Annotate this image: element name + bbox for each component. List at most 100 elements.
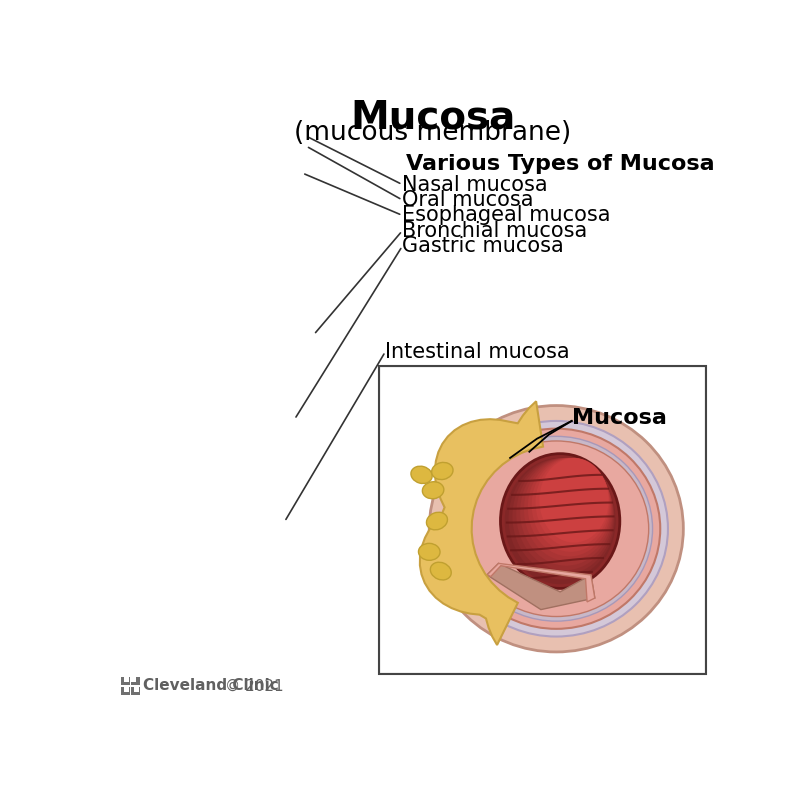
Ellipse shape bbox=[246, 522, 289, 545]
Ellipse shape bbox=[240, 491, 295, 524]
Polygon shape bbox=[274, 338, 296, 352]
FancyBboxPatch shape bbox=[258, 333, 272, 342]
Ellipse shape bbox=[452, 429, 660, 629]
Ellipse shape bbox=[235, 90, 287, 133]
Ellipse shape bbox=[445, 421, 668, 637]
Polygon shape bbox=[167, 142, 349, 558]
Polygon shape bbox=[209, 346, 226, 358]
Polygon shape bbox=[304, 335, 316, 343]
Polygon shape bbox=[322, 364, 331, 369]
Ellipse shape bbox=[235, 101, 257, 119]
Ellipse shape bbox=[464, 441, 649, 617]
Ellipse shape bbox=[158, 380, 163, 391]
Polygon shape bbox=[237, 393, 287, 454]
Ellipse shape bbox=[221, 502, 245, 513]
Ellipse shape bbox=[223, 532, 282, 557]
Ellipse shape bbox=[245, 522, 266, 542]
Ellipse shape bbox=[257, 501, 280, 521]
Polygon shape bbox=[222, 389, 294, 466]
FancyBboxPatch shape bbox=[256, 191, 270, 201]
Ellipse shape bbox=[430, 406, 683, 652]
Ellipse shape bbox=[509, 458, 615, 579]
Polygon shape bbox=[212, 352, 227, 367]
Ellipse shape bbox=[426, 512, 447, 530]
FancyBboxPatch shape bbox=[258, 347, 272, 357]
Polygon shape bbox=[313, 354, 322, 360]
FancyBboxPatch shape bbox=[259, 266, 273, 274]
Ellipse shape bbox=[195, 558, 209, 566]
FancyBboxPatch shape bbox=[256, 392, 270, 401]
Bar bbox=[706, 96, 718, 712]
Ellipse shape bbox=[532, 458, 610, 552]
Polygon shape bbox=[215, 341, 227, 355]
Polygon shape bbox=[277, 150, 306, 167]
FancyBboxPatch shape bbox=[257, 214, 270, 222]
Polygon shape bbox=[278, 130, 311, 153]
Polygon shape bbox=[196, 360, 205, 366]
Polygon shape bbox=[294, 342, 310, 352]
Text: Mucosa: Mucosa bbox=[572, 408, 666, 428]
Text: Oral mucosa: Oral mucosa bbox=[402, 190, 534, 210]
FancyBboxPatch shape bbox=[258, 228, 271, 238]
Bar bbox=[131, 678, 136, 682]
Ellipse shape bbox=[202, 491, 264, 525]
Ellipse shape bbox=[369, 374, 374, 383]
Polygon shape bbox=[204, 362, 214, 367]
Text: Various Types of Mucosa: Various Types of Mucosa bbox=[406, 154, 714, 174]
Polygon shape bbox=[487, 563, 594, 610]
FancyBboxPatch shape bbox=[258, 362, 271, 371]
FancyBboxPatch shape bbox=[258, 258, 273, 267]
FancyBboxPatch shape bbox=[258, 354, 271, 364]
Bar bbox=[124, 687, 129, 692]
Ellipse shape bbox=[218, 519, 279, 548]
Polygon shape bbox=[253, 196, 266, 334]
Ellipse shape bbox=[239, 508, 288, 534]
Text: Intestinal mucosa: Intestinal mucosa bbox=[386, 342, 570, 362]
Ellipse shape bbox=[418, 543, 440, 560]
Polygon shape bbox=[205, 336, 218, 345]
Ellipse shape bbox=[422, 482, 444, 498]
Text: Bronchial mucosa: Bronchial mucosa bbox=[402, 221, 587, 241]
FancyBboxPatch shape bbox=[257, 206, 270, 215]
FancyBboxPatch shape bbox=[259, 288, 273, 297]
Polygon shape bbox=[303, 358, 314, 370]
FancyBboxPatch shape bbox=[258, 340, 272, 349]
Ellipse shape bbox=[360, 374, 365, 383]
Text: Esophageal mucosa: Esophageal mucosa bbox=[402, 206, 611, 226]
Polygon shape bbox=[139, 162, 190, 381]
Polygon shape bbox=[320, 374, 329, 382]
Text: (mucous membrane): (mucous membrane) bbox=[294, 120, 572, 146]
Ellipse shape bbox=[210, 506, 279, 537]
Ellipse shape bbox=[520, 458, 613, 566]
Ellipse shape bbox=[229, 493, 259, 506]
Ellipse shape bbox=[147, 380, 153, 391]
Bar bbox=[131, 686, 140, 695]
Ellipse shape bbox=[210, 470, 294, 515]
FancyBboxPatch shape bbox=[259, 281, 273, 290]
Ellipse shape bbox=[535, 458, 610, 547]
Polygon shape bbox=[224, 342, 246, 358]
Bar bbox=[379, 96, 706, 366]
Ellipse shape bbox=[528, 458, 611, 557]
Polygon shape bbox=[201, 558, 241, 689]
Polygon shape bbox=[254, 385, 267, 393]
Ellipse shape bbox=[432, 462, 453, 479]
Polygon shape bbox=[186, 367, 195, 373]
Bar bbox=[131, 677, 140, 685]
Ellipse shape bbox=[233, 522, 249, 539]
FancyBboxPatch shape bbox=[259, 318, 273, 327]
FancyBboxPatch shape bbox=[259, 295, 273, 305]
Polygon shape bbox=[293, 346, 306, 361]
Ellipse shape bbox=[244, 492, 274, 510]
FancyBboxPatch shape bbox=[259, 273, 273, 282]
Ellipse shape bbox=[365, 374, 369, 383]
Polygon shape bbox=[293, 338, 306, 350]
Polygon shape bbox=[487, 563, 594, 602]
FancyBboxPatch shape bbox=[259, 302, 273, 312]
Ellipse shape bbox=[513, 458, 614, 575]
FancyBboxPatch shape bbox=[258, 243, 272, 253]
Ellipse shape bbox=[460, 436, 653, 621]
FancyBboxPatch shape bbox=[259, 310, 273, 319]
Polygon shape bbox=[420, 402, 543, 645]
Text: Mucosa: Mucosa bbox=[350, 98, 516, 137]
